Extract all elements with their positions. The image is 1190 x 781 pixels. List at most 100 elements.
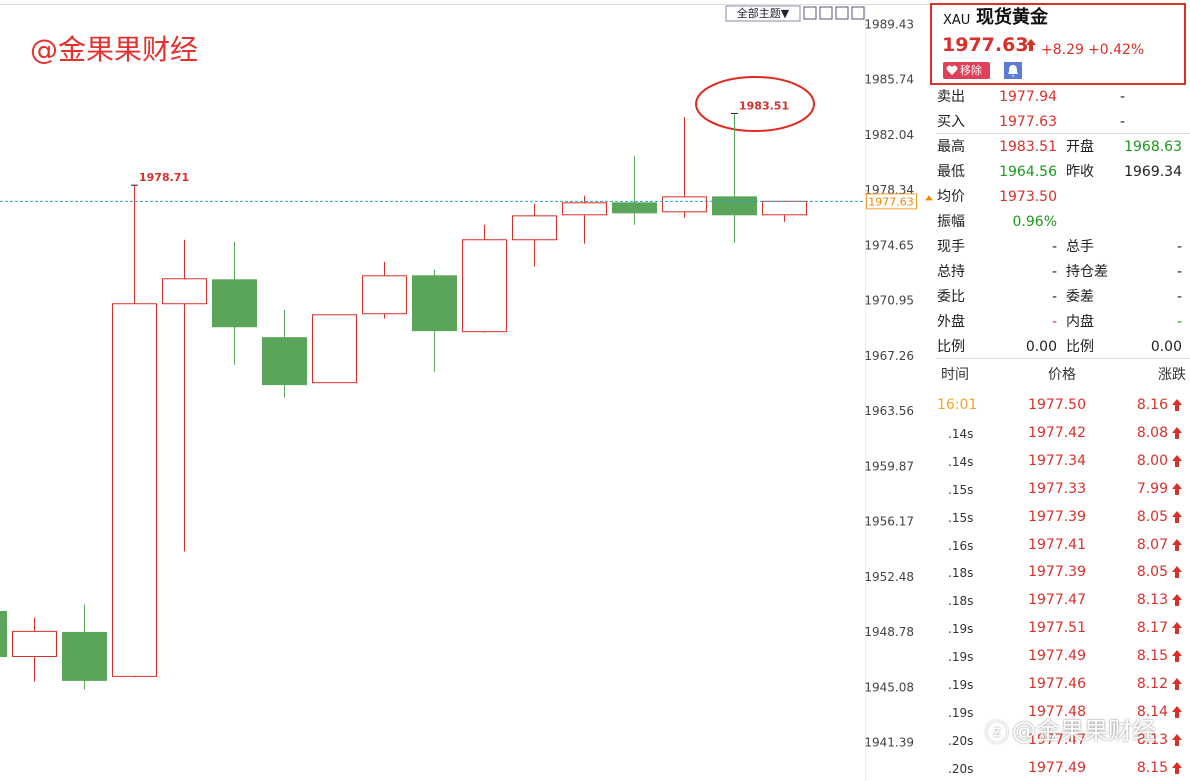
tick-time: .14s [948,426,974,441]
quote-change-pct: +0.42% [1088,42,1145,58]
tick-price: 1977.39 [1028,508,1086,525]
stat-value: - [1120,89,1126,105]
up-arrow [1172,678,1182,690]
tick-time: .19s [948,678,974,692]
theme-button[interactable] [725,5,801,22]
tick-price: 1977.47 [1028,592,1086,609]
candle-body [562,202,607,216]
tick-price: 1977.50 [1028,397,1086,413]
stat-value: 0.00 [1150,339,1182,355]
separator [936,358,1190,359]
y-tick-label: 1985.74 [864,73,914,87]
tick-time: .16s [948,538,974,553]
last-price-label: 1977.63 [868,195,914,208]
stat-value: - [1176,314,1182,330]
stat-value: 1973.50 [999,189,1057,205]
separator [936,133,1190,134]
up-arrow [1172,399,1182,411]
candle-body [312,314,357,384]
stat-label: 卖出 [937,89,965,105]
tick-change: 8.07 [1136,536,1168,553]
up-arrow [1172,733,1182,746]
tick-price: 1977.41 [1028,536,1086,553]
tick-time: .20s [948,761,974,776]
stat-value: 0.96% [1012,214,1057,230]
quote-box [930,3,1186,85]
y-tick-label: 1952.48 [864,570,914,584]
tick-price: 1977.39 [1028,564,1086,581]
tick-price: 1977.51 [1028,620,1086,637]
stat-value: - [1051,314,1057,330]
y-tick-label: 1967.26 [864,349,914,363]
tick-time: .19s [948,650,974,665]
candle-body [762,200,807,216]
tick-time: .15s [948,510,974,525]
alert-button[interactable] [1004,62,1022,79]
tick-price: 1977.49 [1028,759,1086,776]
quote-change: +8.29 [1041,42,1084,58]
tick-change: 8.05 [1136,508,1168,525]
tick-price: 1977.33 [1028,480,1086,497]
quote-name: 现货黄金 [976,7,1048,28]
stat-value: - [1176,289,1182,305]
tick-price: 1977.48 [1028,703,1086,720]
candle-body [0,610,7,657]
up-arrow [1172,510,1182,523]
tick-price: 1977.47 [1028,731,1086,748]
stat-label: 买入 [937,114,965,130]
stat-value: 1968.63 [1124,139,1182,155]
candle-body [612,202,657,214]
tick-change: 8.13 [1136,731,1168,748]
tick-price: 1977.49 [1028,648,1086,665]
tick-change: 8.00 [1136,452,1168,469]
stat-value: 0.00 [1025,339,1057,355]
up-arrow [1172,761,1182,774]
last-price-tag [866,193,917,210]
y-tick-label: 1974.65 [864,238,914,252]
stat-value: - [1051,239,1057,255]
y-tick-label: 1948.78 [864,625,914,639]
y-tick-label: 1945.08 [864,680,914,694]
remove-label[interactable]: 移除 [960,64,982,77]
stat-label: 最高 [937,139,965,155]
footer-logo: ⓩ [985,719,1009,747]
tick-time: .18s [948,594,974,609]
y-tick-label: 1963.56 [864,404,914,418]
tick-time: .15s [948,482,974,497]
y-tick-label: 1941.39 [864,736,914,750]
candle-body [62,631,107,681]
stat-value: 1977.63 [999,114,1057,130]
stat-label: 比例 [1066,339,1094,355]
stat-label: 总手 [1066,239,1094,255]
tick-header: 价格 [1048,367,1076,383]
toolbar-icons[interactable] [803,6,865,20]
stat-value: 1977.94 [999,89,1057,105]
candle-body [412,275,457,332]
stat-label: 最低 [937,164,965,180]
up-arrow [1172,594,1182,607]
stat-label: 委比 [937,289,965,305]
heart-icon[interactable] [946,65,958,76]
theme-button-label[interactable]: 全部主题▼ [737,6,790,20]
tick-change: 8.05 [1136,564,1168,581]
tick-price: 1977.42 [1028,424,1086,441]
stat-label: 比例 [937,339,965,355]
highlight-ellipse [695,76,815,132]
up-arrow [1026,39,1036,51]
tick-time: .19s [948,705,974,720]
tick-change: 8.15 [1136,648,1168,665]
stat-label: 持仓差 [1066,264,1108,280]
candle-body [512,215,557,241]
stat-label: 开盘 [1066,139,1094,155]
candle-body [462,239,507,333]
tick-change: 8.14 [1136,703,1168,720]
stat-value: 1964.56 [999,164,1057,180]
footer-watermark: @金果果财经 [1012,717,1156,745]
stat-label: 委差 [1066,289,1094,305]
y-tick-label: 1982.04 [864,128,914,142]
last-price-arrow [925,195,933,201]
tick-header: 时间 [941,367,969,383]
up-arrow [1172,482,1182,495]
stat-value: - [1051,289,1057,305]
